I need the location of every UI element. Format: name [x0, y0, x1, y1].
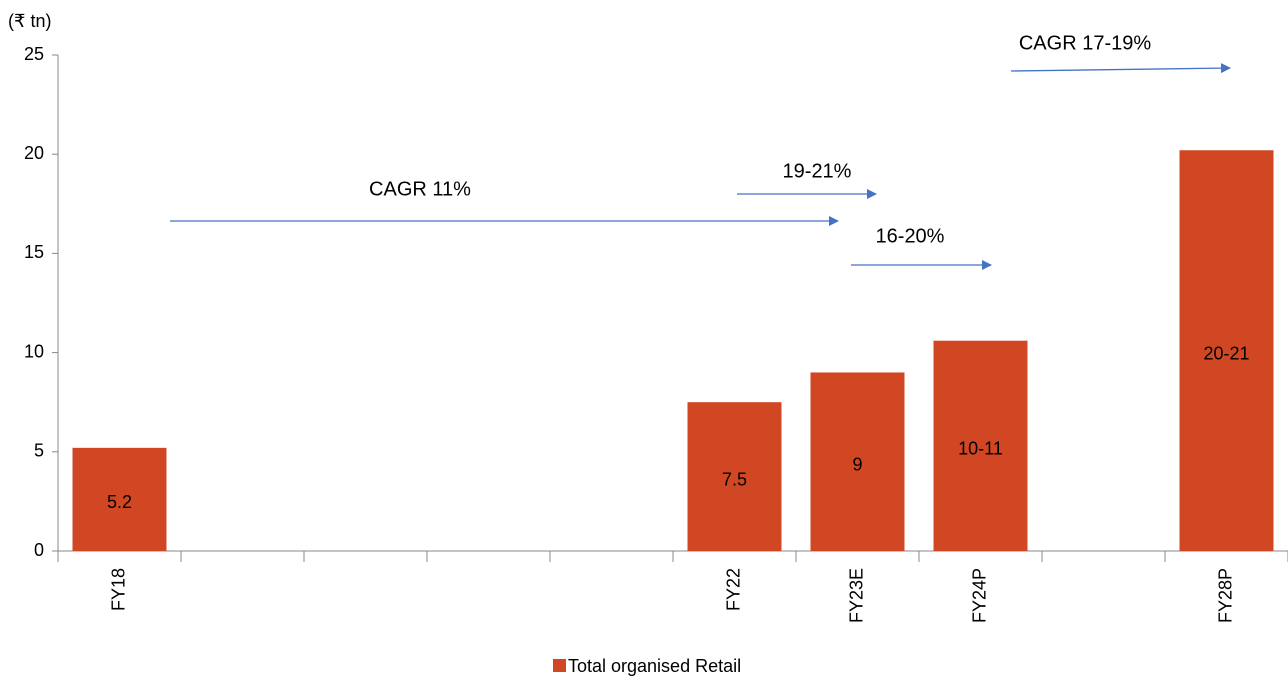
y-tick-label: 25: [24, 44, 44, 64]
y-tick-label: 10: [24, 341, 44, 361]
bar: [1179, 150, 1274, 551]
y-tick-label: 15: [24, 242, 44, 262]
x-tick-label: FY24P: [969, 568, 989, 623]
annotation: 19-21%: [783, 160, 852, 182]
y-tick-label: 20: [24, 143, 44, 163]
data-label: 5.2: [107, 492, 132, 512]
bar: [810, 372, 905, 551]
y-tick-label: 5: [34, 441, 44, 461]
data-label: 7.5: [722, 469, 747, 489]
x-tick-label: FY28P: [1215, 568, 1235, 623]
annotation-arrow: [1010, 63, 1231, 74]
y-axis-label: (₹ tn): [8, 11, 51, 31]
bar: [687, 402, 782, 551]
data-label: 10-11: [958, 439, 1003, 459]
annotation: CAGR 11%: [369, 178, 471, 200]
data-label: 9: [852, 454, 862, 474]
x-tick-label: FY23E: [846, 568, 866, 623]
legend-swatch: [553, 659, 566, 672]
annotation: 16-20%: [876, 225, 945, 247]
data-label: 20-21: [1203, 343, 1249, 363]
y-tick-label: 0: [34, 540, 44, 560]
annotation: CAGR 17-19%: [1019, 32, 1151, 54]
x-tick-label: FY18: [108, 568, 128, 611]
x-tick-label: FY22: [723, 568, 743, 611]
bar: [72, 447, 167, 551]
bar: [933, 340, 1028, 551]
legend-label: Total organised Retail: [568, 656, 741, 676]
